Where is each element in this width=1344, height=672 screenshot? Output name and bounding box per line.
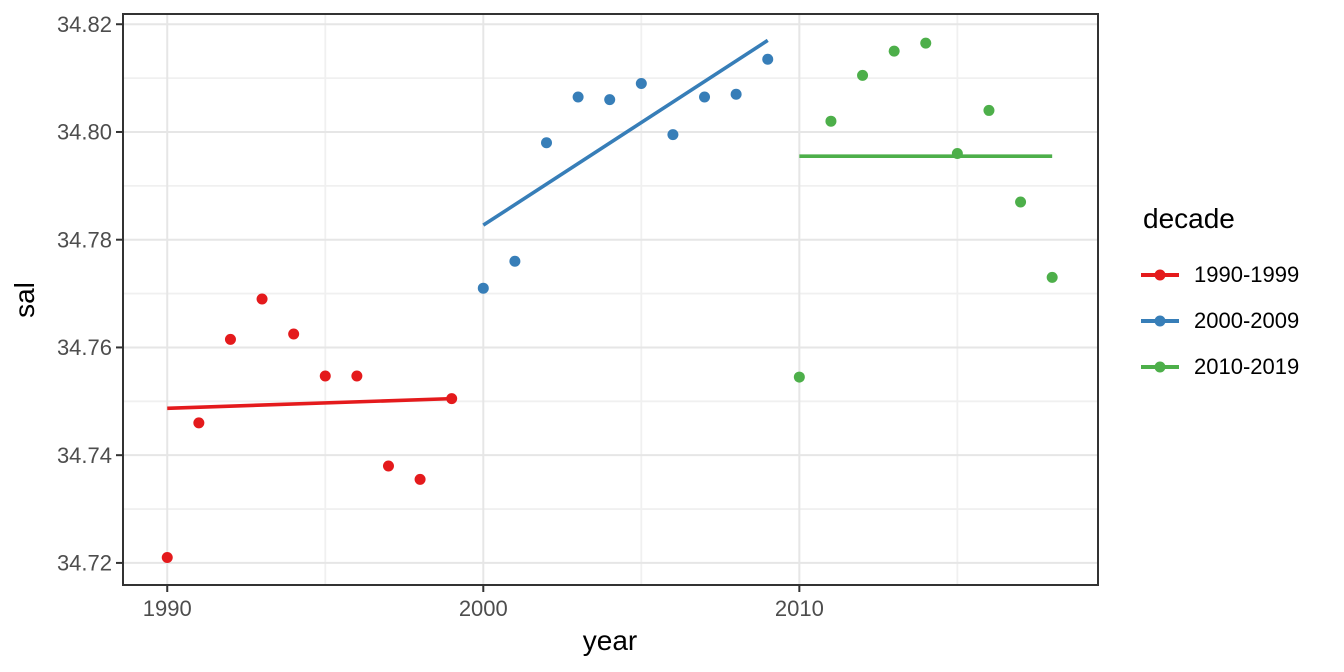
major-gridlines xyxy=(123,14,1098,585)
data-point xyxy=(951,148,963,160)
legend-key-icon xyxy=(1141,315,1179,327)
legend-key-icon xyxy=(1141,361,1179,373)
y-tick-label: 34.76 xyxy=(57,335,112,360)
data-point xyxy=(857,69,869,81)
legend-items: 1990-1999 2000-2009 2010-2019 xyxy=(1141,252,1299,390)
data-point xyxy=(161,552,173,564)
x-axis-title: year xyxy=(582,625,638,656)
trend-line-2000-2009 xyxy=(482,38,769,227)
data-point xyxy=(572,91,584,103)
data-point xyxy=(477,282,489,294)
panel-border xyxy=(122,13,1099,586)
x-tick-label: 2010 xyxy=(775,596,824,621)
data-point xyxy=(256,293,268,305)
y-tick-label: 34.82 xyxy=(57,12,112,37)
y-tick-label: 34.74 xyxy=(57,443,112,468)
points-2010-2019 xyxy=(793,37,1058,383)
data-point xyxy=(446,393,458,405)
data-point xyxy=(541,137,553,149)
legend-title: decade xyxy=(1143,203,1235,234)
panel-background xyxy=(123,14,1098,585)
data-point xyxy=(1046,271,1058,283)
y-tick-label: 34.78 xyxy=(57,227,112,252)
data-point xyxy=(699,91,711,103)
legend-item: 2010-2019 xyxy=(1141,344,1299,390)
data-point xyxy=(667,129,679,141)
data-point xyxy=(414,473,426,485)
axes: 34.82 34.80 34.78 34.76 34.74 34.72 1990 2000 20… xyxy=(57,12,824,621)
data-point xyxy=(509,255,521,267)
x-tick-label: 2000 xyxy=(459,596,508,621)
x-tick-label: 1990 xyxy=(143,596,192,621)
data-point xyxy=(224,333,236,345)
legend-item: 2000-2009 xyxy=(1141,298,1299,344)
y-tick-label: 34.80 xyxy=(57,120,112,145)
data-point xyxy=(288,328,300,340)
data-point xyxy=(730,88,742,100)
legend-item-label: 2010-2019 xyxy=(1194,354,1300,379)
legend-item-label: 2000-2009 xyxy=(1194,308,1300,333)
data-point xyxy=(793,371,805,383)
points-2000-2009 xyxy=(477,53,774,294)
y-tick-label: 34.72 xyxy=(57,551,112,576)
legend-key-icon xyxy=(1141,269,1179,281)
legend-item-label: 1990-1999 xyxy=(1194,262,1300,287)
trend-line-1990-1999 xyxy=(167,396,452,411)
data-point xyxy=(762,53,774,65)
legend: decade 1990-1999 2000-2009 2010-2019 xyxy=(1141,202,1299,390)
trend-line xyxy=(482,38,769,227)
data-point xyxy=(319,370,331,382)
data-point xyxy=(351,370,363,382)
minor-gridlines xyxy=(123,14,1098,585)
trend-line xyxy=(167,396,452,411)
legend-item: 1990-1999 xyxy=(1141,252,1299,298)
y-axis-title: sal xyxy=(9,282,40,318)
data-point xyxy=(983,104,995,116)
data-point xyxy=(382,460,394,472)
points-1990-1999 xyxy=(161,293,458,564)
data-point xyxy=(1015,196,1027,208)
data-point xyxy=(193,417,205,429)
data-point xyxy=(635,77,647,89)
data-point xyxy=(920,37,932,49)
data-point xyxy=(888,45,900,57)
data-point xyxy=(604,94,616,106)
data-point xyxy=(825,115,837,127)
